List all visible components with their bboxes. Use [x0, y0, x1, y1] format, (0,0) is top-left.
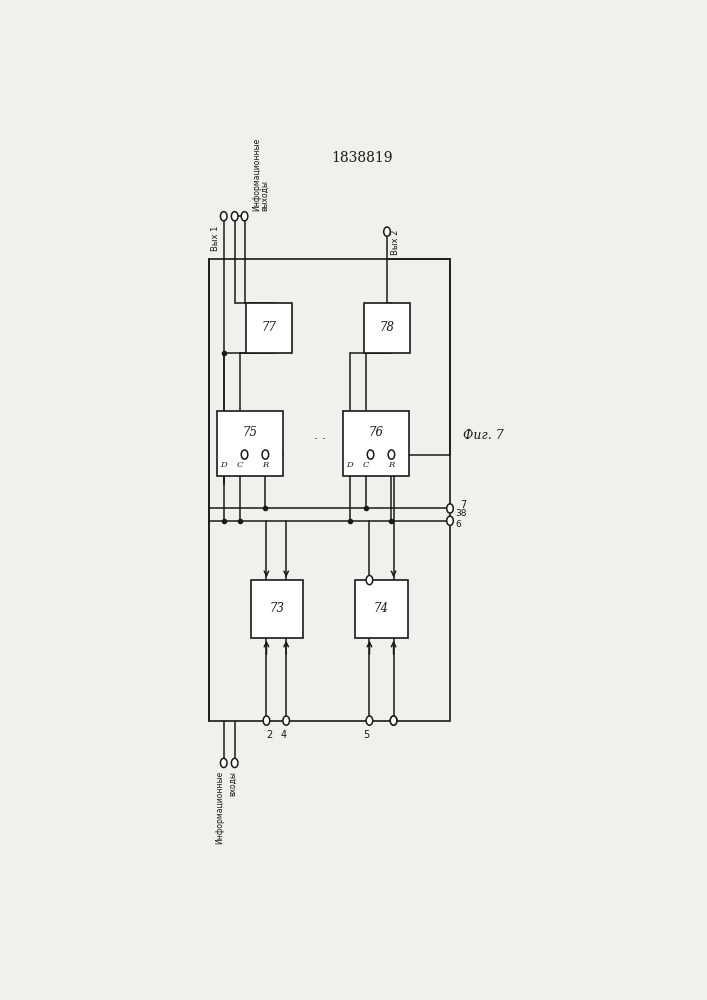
Text: 38: 38 — [455, 509, 467, 518]
Bar — [363, 303, 410, 353]
Text: Вых 1: Вых 1 — [211, 226, 220, 251]
Circle shape — [384, 227, 390, 236]
Bar — [246, 303, 293, 353]
Text: 2: 2 — [266, 730, 272, 740]
Text: Вых 2: Вых 2 — [391, 229, 399, 255]
Text: D: D — [221, 461, 227, 469]
Circle shape — [367, 450, 374, 459]
Circle shape — [221, 758, 227, 768]
Text: R: R — [388, 461, 395, 469]
Circle shape — [366, 575, 373, 585]
Text: C: C — [363, 461, 369, 469]
Circle shape — [390, 716, 397, 725]
Circle shape — [283, 716, 289, 725]
Circle shape — [262, 450, 269, 459]
Text: C: C — [237, 461, 243, 469]
Circle shape — [263, 716, 270, 725]
Text: 5: 5 — [363, 730, 370, 740]
Text: 77: 77 — [262, 321, 276, 334]
Text: R: R — [262, 461, 269, 469]
Bar — [209, 259, 450, 721]
Circle shape — [231, 212, 238, 221]
Text: 74: 74 — [374, 602, 389, 615]
Circle shape — [241, 212, 248, 221]
Text: 76: 76 — [368, 426, 383, 439]
Text: D: D — [346, 461, 353, 469]
Text: выходы: выходы — [260, 180, 269, 211]
Circle shape — [241, 450, 248, 459]
Text: входы: входы — [228, 771, 237, 796]
Circle shape — [447, 516, 453, 525]
Text: . .: . . — [314, 429, 326, 442]
Text: 6: 6 — [455, 520, 461, 529]
Bar — [356, 580, 407, 638]
Circle shape — [366, 716, 373, 725]
Text: 4: 4 — [281, 730, 286, 740]
Text: Информационные: Информационные — [252, 138, 262, 211]
Circle shape — [388, 450, 395, 459]
Text: Информационные: Информационные — [215, 771, 224, 844]
Text: Фиг. 7: Фиг. 7 — [462, 429, 503, 442]
Bar — [252, 580, 303, 638]
Text: 75: 75 — [243, 426, 257, 439]
Bar — [343, 411, 409, 476]
Text: 1838819: 1838819 — [332, 151, 393, 165]
Circle shape — [231, 758, 238, 768]
Circle shape — [221, 212, 227, 221]
Bar — [217, 411, 283, 476]
Text: 7: 7 — [460, 500, 466, 510]
Circle shape — [447, 504, 453, 513]
Circle shape — [390, 716, 397, 725]
Text: 78: 78 — [380, 321, 395, 334]
Text: 73: 73 — [270, 602, 285, 615]
